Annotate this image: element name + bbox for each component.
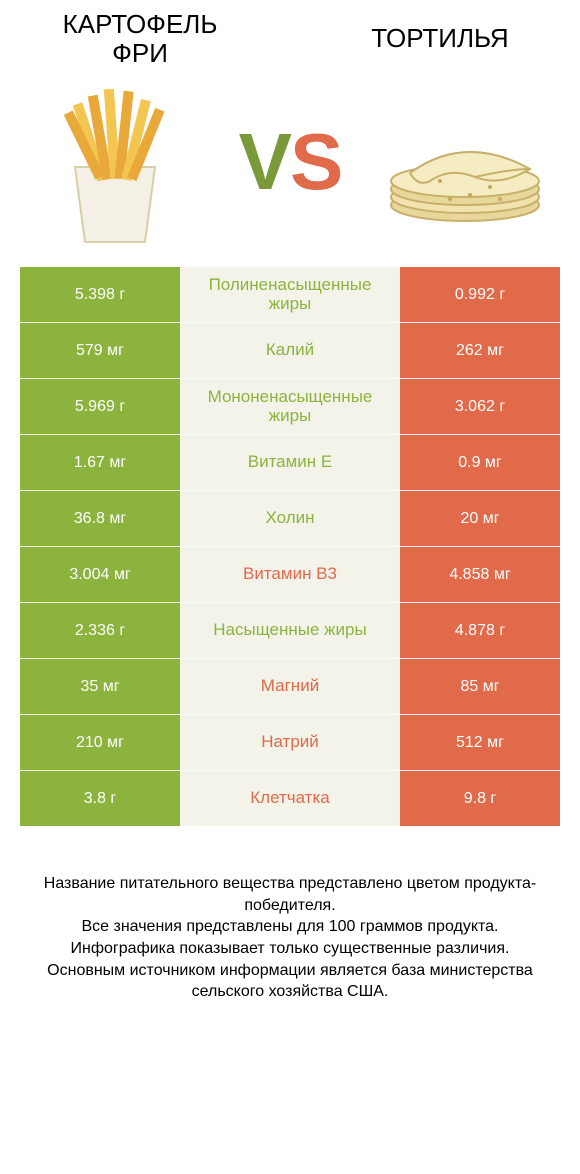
right-value-cell: 3.062 г: [400, 379, 560, 434]
nutrient-label-cell: Натрий: [180, 715, 400, 770]
table-row: 1.67 мгВитамин E0.9 мг: [20, 435, 560, 491]
right-value-cell: 0.992 г: [400, 267, 560, 322]
table-row: 5.398 гПолиненасыщенные жиры0.992 г: [20, 267, 560, 323]
left-product-title: КАРТОФЕЛЬ ФРИ: [40, 10, 240, 67]
nutrient-label-cell: Мононенасыщенные жиры: [180, 379, 400, 434]
right-value-cell: 85 мг: [400, 659, 560, 714]
right-product-image: [380, 77, 550, 247]
left-value-cell: 3.8 г: [20, 771, 180, 826]
right-product-title: ТОРТИЛЬЯ: [340, 10, 540, 67]
left-value-cell: 579 мг: [20, 323, 180, 378]
header-row: КАРТОФЕЛЬ ФРИ ТОРТИЛЬЯ: [0, 0, 580, 67]
table-row: 3.8 гКлетчатка9.8 г: [20, 771, 560, 827]
table-row: 210 мгНатрий512 мг: [20, 715, 560, 771]
footnote-text: Название питательного вещества представл…: [40, 873, 540, 1003]
table-row: 579 мгКалий262 мг: [20, 323, 560, 379]
comparison-table: 5.398 гПолиненасыщенные жиры0.992 г579 м…: [20, 267, 560, 827]
left-value-cell: 2.336 г: [20, 603, 180, 658]
nutrient-label-cell: Насыщенные жиры: [180, 603, 400, 658]
right-value-cell: 262 мг: [400, 323, 560, 378]
table-row: 35 мгМагний85 мг: [20, 659, 560, 715]
nutrient-label-cell: Магний: [180, 659, 400, 714]
nutrient-label-cell: Витамин B3: [180, 547, 400, 602]
nutrient-label-cell: Холин: [180, 491, 400, 546]
left-value-cell: 210 мг: [20, 715, 180, 770]
table-row: 36.8 мгХолин20 мг: [20, 491, 560, 547]
right-value-cell: 4.858 мг: [400, 547, 560, 602]
table-row: 2.336 гНасыщенные жиры4.878 г: [20, 603, 560, 659]
right-value-cell: 9.8 г: [400, 771, 560, 826]
vs-v-letter: V: [239, 117, 290, 206]
nutrient-label-cell: Витамин E: [180, 435, 400, 490]
nutrient-label-cell: Калий: [180, 323, 400, 378]
nutrient-label-cell: Полиненасыщенные жиры: [180, 267, 400, 322]
table-row: 5.969 гМононенасыщенные жиры3.062 г: [20, 379, 560, 435]
left-value-cell: 1.67 мг: [20, 435, 180, 490]
left-value-cell: 5.969 г: [20, 379, 180, 434]
right-value-cell: 0.9 мг: [400, 435, 560, 490]
left-value-cell: 5.398 г: [20, 267, 180, 322]
left-value-cell: 3.004 мг: [20, 547, 180, 602]
nutrient-label-cell: Клетчатка: [180, 771, 400, 826]
left-product-image: [30, 77, 200, 247]
images-row: VS: [0, 67, 580, 267]
vs-label: VS: [239, 116, 342, 208]
left-value-cell: 35 мг: [20, 659, 180, 714]
vs-s-letter: S: [290, 117, 341, 206]
right-value-cell: 512 мг: [400, 715, 560, 770]
right-value-cell: 20 мг: [400, 491, 560, 546]
table-row: 3.004 мгВитамин B34.858 мг: [20, 547, 560, 603]
right-value-cell: 4.878 г: [400, 603, 560, 658]
left-value-cell: 36.8 мг: [20, 491, 180, 546]
